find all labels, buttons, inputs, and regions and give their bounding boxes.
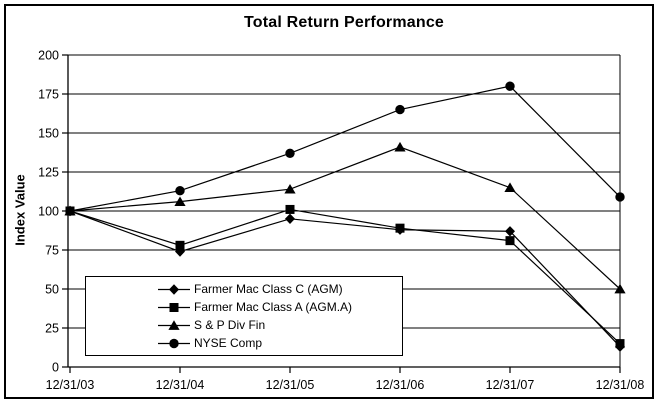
square-marker <box>175 240 185 250</box>
triangle-marker <box>614 283 626 294</box>
y-tick-label: 200 <box>38 49 59 63</box>
diamond-marker <box>285 213 295 224</box>
series-line <box>69 210 621 348</box>
y-tick-label: 75 <box>45 244 59 258</box>
x-tick-label: 12/31/07 <box>486 378 535 392</box>
square-marker <box>169 302 179 312</box>
legend: Farmer Mac Class C (AGM) Farmer Mac Class… <box>85 276 403 356</box>
legend-item: NYSE Comp <box>158 335 402 352</box>
circle-marker <box>395 104 405 115</box>
x-tick-label: 12/31/08 <box>596 378 645 392</box>
triangle-marker <box>284 183 296 194</box>
square-marker <box>285 204 295 214</box>
legend-marker-diamond <box>158 283 190 295</box>
legend-marker-triangle <box>158 319 190 330</box>
diamond-marker <box>505 226 515 237</box>
square-marker <box>615 339 625 349</box>
y-tick-label: 175 <box>38 88 59 102</box>
x-tick-label: 12/31/05 <box>266 378 315 392</box>
x-tick-label: 12/31/03 <box>46 378 95 392</box>
circle-marker <box>505 81 515 91</box>
x-tick-label: 12/31/04 <box>156 378 205 392</box>
x-tick-label: 12/31/06 <box>376 378 425 392</box>
chart-title: Total Return Performance <box>243 14 445 31</box>
legend-item: Farmer Mac Class C (AGM) <box>158 281 402 298</box>
legend-marker-square <box>158 302 190 312</box>
triangle-marker <box>168 319 180 330</box>
series-line <box>69 208 621 345</box>
y-tick-label: 100 <box>38 205 59 219</box>
square-marker <box>395 223 405 233</box>
series-line <box>69 146 621 290</box>
legend-label: S & P Div Fin <box>194 318 266 332</box>
circle-marker <box>285 148 295 158</box>
y-tick-label: 0 <box>52 361 59 375</box>
triangle-marker <box>394 141 406 152</box>
legend-label: Farmer Mac Class A (AGM.A) <box>194 300 353 314</box>
legend-item: Farmer Mac Class A (AGM.A) <box>158 299 402 316</box>
legend-marker-circle <box>158 338 190 348</box>
legend-label: Farmer Mac Class C (AGM) <box>194 282 343 296</box>
square-marker <box>505 236 515 246</box>
legend-item: S & P Div Fin <box>158 317 402 334</box>
y-tick-label: 150 <box>38 127 59 141</box>
circle-marker <box>169 338 179 348</box>
triangle-marker <box>504 182 516 192</box>
legend-label: NYSE Comp <box>194 336 263 350</box>
y-tick-label: 25 <box>45 322 59 336</box>
circle-marker <box>615 192 625 202</box>
circle-marker <box>175 186 185 196</box>
diamond-marker <box>169 283 179 295</box>
series-line <box>69 85 621 212</box>
y-tick-label: 125 <box>38 166 59 180</box>
triangle-marker <box>174 196 186 207</box>
y-tick-label: 50 <box>45 283 59 297</box>
circle-marker <box>65 206 75 216</box>
